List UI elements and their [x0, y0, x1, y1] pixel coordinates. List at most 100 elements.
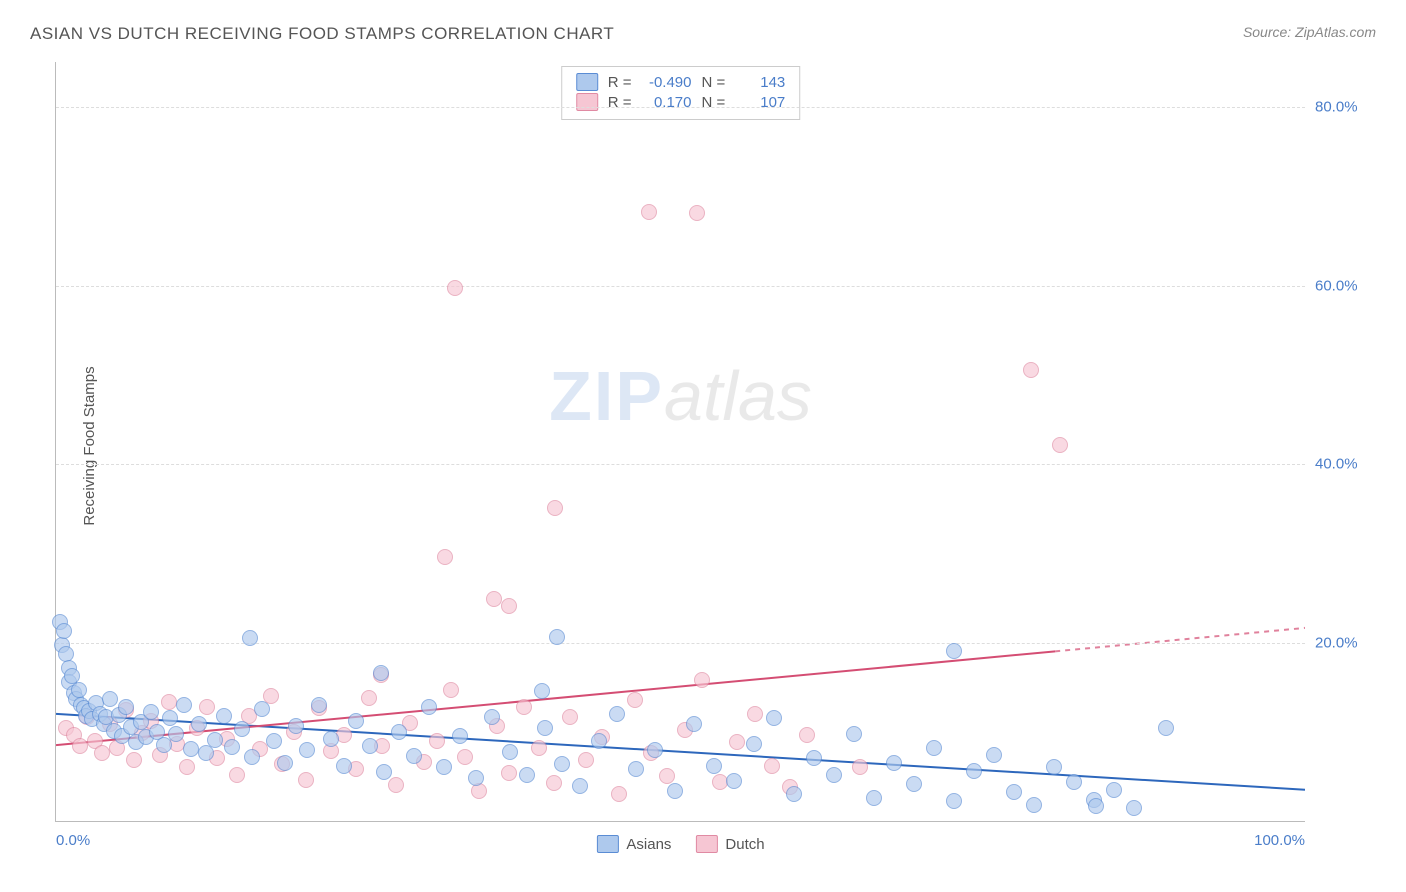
data-point [254, 701, 270, 717]
data-point [437, 549, 453, 565]
legend-item: Asians [596, 835, 671, 853]
stat-r-label: R = [608, 74, 632, 91]
data-point [591, 733, 607, 749]
data-point [183, 741, 199, 757]
stat-n-label: N = [702, 94, 726, 111]
data-point [436, 759, 452, 775]
data-point [706, 758, 722, 774]
data-point [373, 665, 389, 681]
data-point [468, 770, 484, 786]
y-tick: 60.0% [1315, 277, 1375, 294]
data-point [641, 204, 657, 220]
data-point [609, 706, 625, 722]
grid-line [56, 464, 1305, 465]
data-point [452, 728, 468, 744]
grid-line [56, 107, 1305, 108]
stats-row: R =-0.490N =143 [576, 73, 786, 91]
data-point [229, 767, 245, 783]
legend-swatch [596, 835, 618, 853]
data-point [168, 726, 184, 742]
data-point [361, 690, 377, 706]
data-point [1066, 774, 1082, 790]
data-point [549, 629, 565, 645]
stats-row: R =0.170N =107 [576, 93, 786, 111]
data-point [288, 718, 304, 734]
chart-title: ASIAN VS DUTCH RECEIVING FOOD STAMPS COR… [30, 24, 614, 44]
data-point [391, 724, 407, 740]
data-point [102, 691, 118, 707]
data-point [689, 205, 705, 221]
data-point [72, 738, 88, 754]
data-point [627, 692, 643, 708]
data-point [176, 697, 192, 713]
data-point [323, 731, 339, 747]
data-point [362, 738, 378, 754]
data-point [266, 733, 282, 749]
data-point [547, 500, 563, 516]
data-point [1126, 800, 1142, 816]
data-point [244, 749, 260, 765]
data-point [1158, 720, 1174, 736]
data-point [766, 710, 782, 726]
data-point [501, 765, 517, 781]
data-point [242, 630, 258, 646]
stat-r-value: 0.170 [642, 94, 692, 111]
data-point [852, 759, 868, 775]
data-point [299, 742, 315, 758]
data-point [799, 727, 815, 743]
data-point [966, 763, 982, 779]
stat-r-value: -0.490 [642, 74, 692, 91]
data-point [421, 699, 437, 715]
data-point [501, 598, 517, 614]
data-point [311, 697, 327, 713]
data-point [429, 733, 445, 749]
source-credit: Source: ZipAtlas.com [1243, 24, 1376, 40]
data-point [198, 745, 214, 761]
y-tick: 40.0% [1315, 456, 1375, 473]
data-point [486, 591, 502, 607]
data-point [336, 758, 352, 774]
plot-area: ZIPatlas R =-0.490N =143R =0.170N =107 0… [55, 62, 1305, 822]
data-point [786, 786, 802, 802]
x-tick-min: 0.0% [56, 832, 90, 849]
data-point [457, 749, 473, 765]
data-point [628, 761, 644, 777]
stats-box: R =-0.490N =143R =0.170N =107 [561, 66, 801, 120]
data-point [531, 740, 547, 756]
legend-swatch [576, 73, 598, 91]
data-point [1052, 437, 1068, 453]
data-point [348, 713, 364, 729]
data-point [926, 740, 942, 756]
data-point [1046, 759, 1062, 775]
data-point [846, 726, 862, 742]
data-point [1026, 797, 1042, 813]
data-point [161, 694, 177, 710]
data-point [406, 748, 422, 764]
data-point [199, 699, 215, 715]
data-point [1088, 798, 1104, 814]
watermark-part1: ZIP [549, 357, 664, 435]
data-point [906, 776, 922, 792]
data-point [126, 752, 142, 768]
legend-swatch [695, 835, 717, 853]
data-point [447, 280, 463, 296]
data-point [546, 775, 562, 791]
x-tick-max: 100.0% [1254, 832, 1305, 849]
data-point [886, 755, 902, 771]
data-point [443, 682, 459, 698]
data-point [694, 672, 710, 688]
legend-item: Dutch [695, 835, 764, 853]
data-point [537, 720, 553, 736]
data-point [484, 709, 500, 725]
data-point [554, 756, 570, 772]
data-point [143, 704, 159, 720]
data-point [866, 790, 882, 806]
data-point [826, 767, 842, 783]
y-tick: 20.0% [1315, 635, 1375, 652]
data-point [986, 747, 1002, 763]
data-point [806, 750, 822, 766]
legend-label: Asians [626, 836, 671, 853]
trend-lines [56, 62, 1305, 821]
stat-n-value: 143 [735, 74, 785, 91]
legend-label: Dutch [725, 836, 764, 853]
